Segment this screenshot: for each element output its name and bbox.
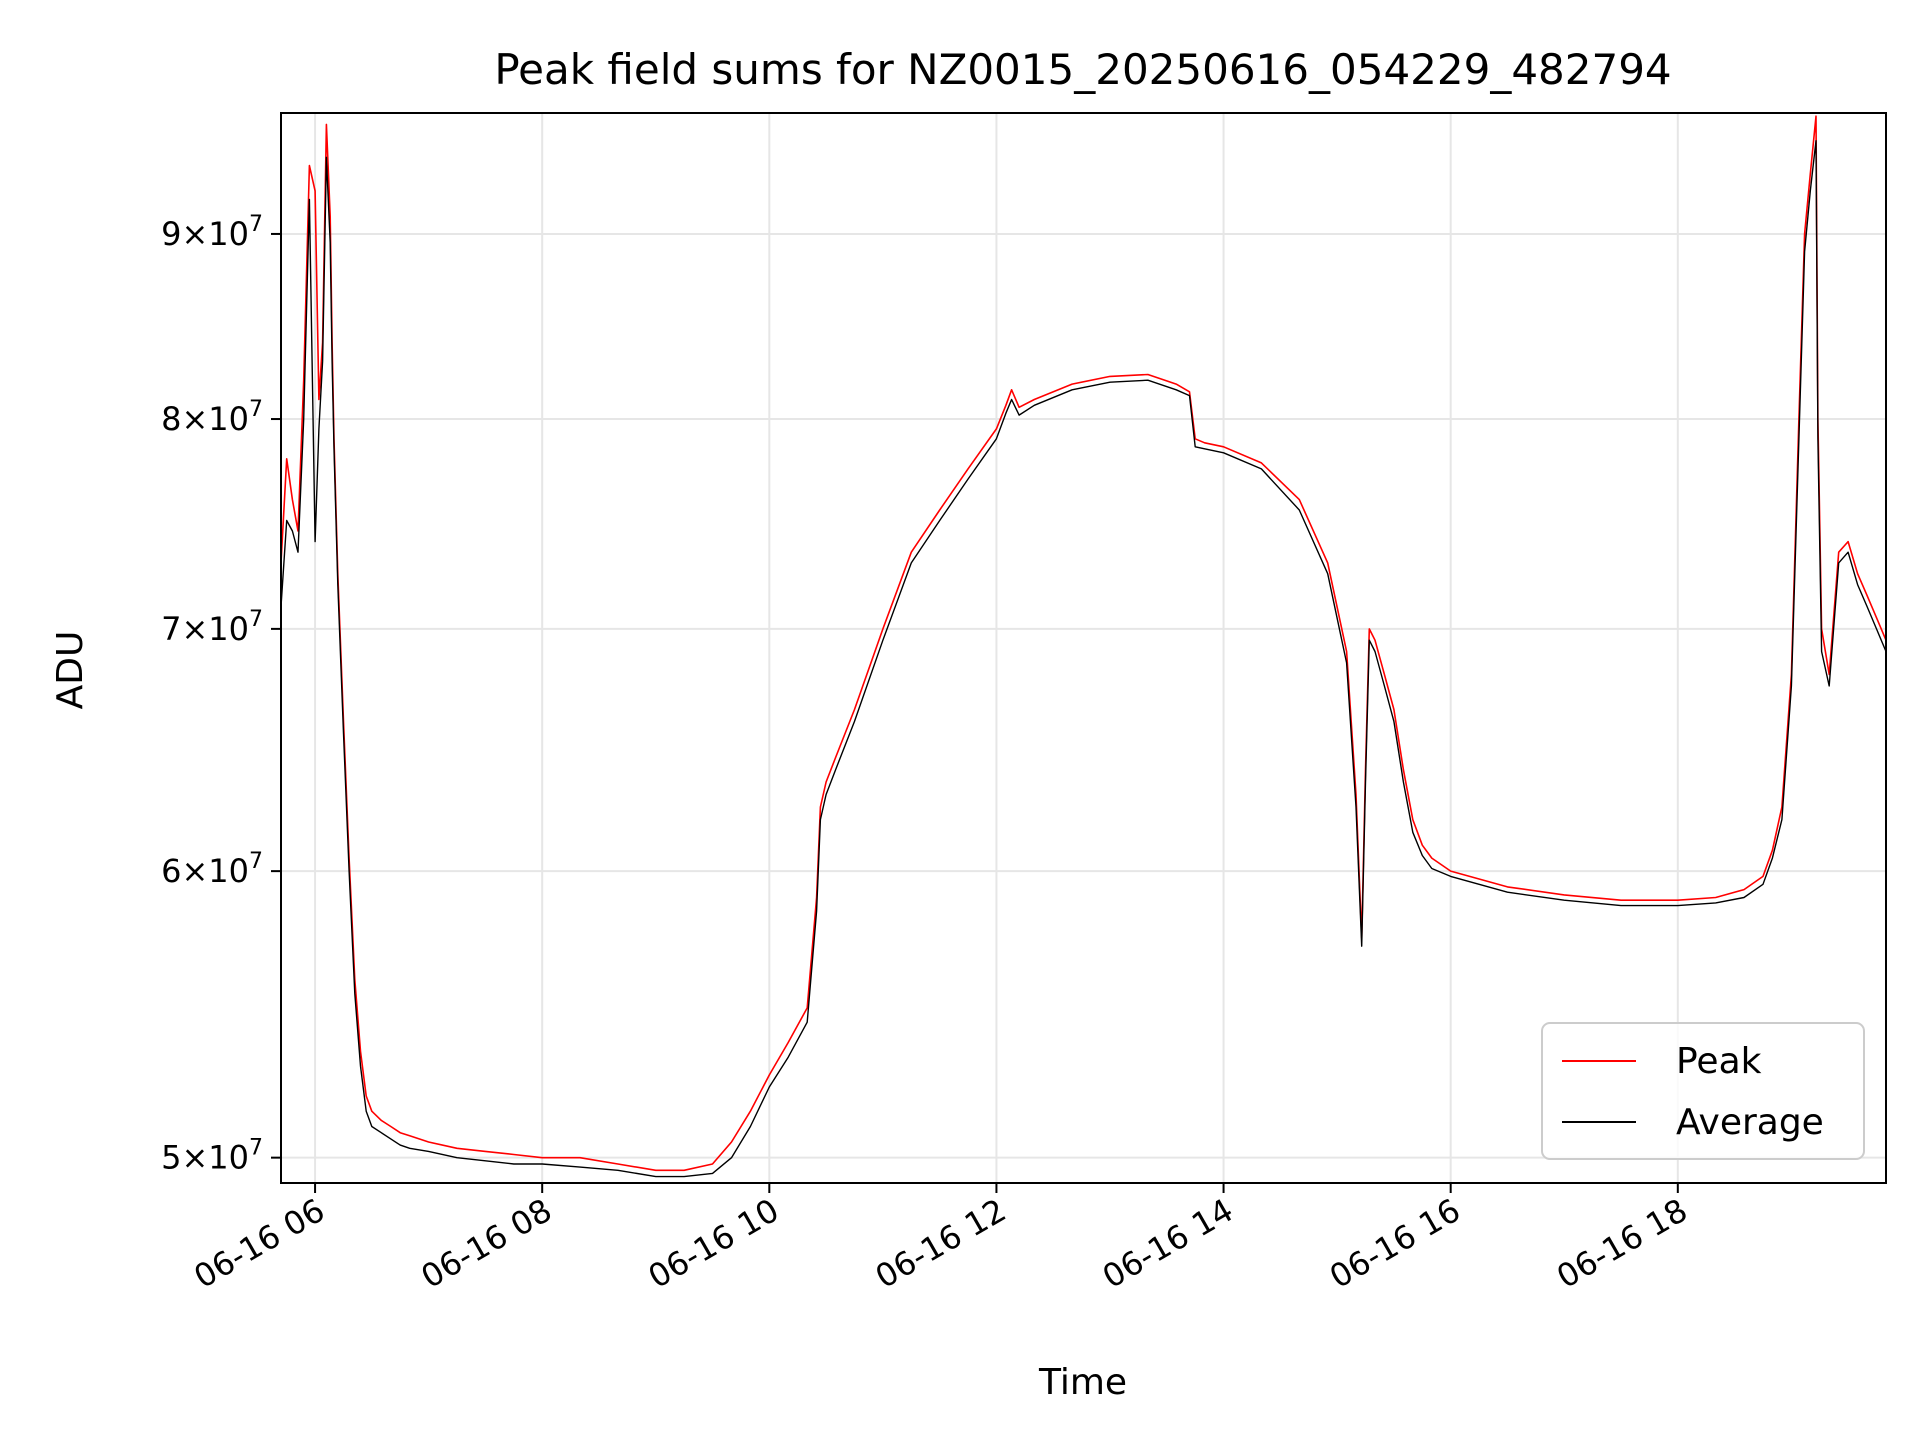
y-tick-mantissa: 9 <box>161 215 181 253</box>
x-tick-label: 06-16 18 <box>1550 1191 1694 1296</box>
y-tick-exponent: 7 <box>249 397 263 422</box>
y-tick-exponent: 7 <box>249 607 263 632</box>
y-tick-mantissa: 7 <box>161 610 181 648</box>
y-tick-times: ×10 <box>181 400 249 438</box>
x-tick-label: 06-16 12 <box>869 1191 1013 1296</box>
x-tick-label: 06-16 10 <box>642 1191 786 1296</box>
y-tick-times: ×10 <box>181 610 249 648</box>
legend: Peak Average <box>1541 1022 1865 1160</box>
x-axis-label: Time <box>1038 1362 1127 1403</box>
series-line-average <box>280 139 1887 1178</box>
y-tick-exponent: 7 <box>249 849 263 874</box>
y-tick-mantissa: 6 <box>161 852 181 890</box>
y-tick-times: ×10 <box>181 852 249 890</box>
series-layer <box>280 115 1887 1178</box>
grid-lines <box>281 113 1886 1183</box>
legend-label-average: Average <box>1676 1102 1824 1143</box>
y-tick-label: 7×107 <box>161 607 263 648</box>
y-tick-label: 9×107 <box>161 212 263 253</box>
x-tick-label: 06-16 08 <box>415 1191 559 1296</box>
x-tick-label: 06-16 14 <box>1096 1191 1240 1296</box>
y-tick-mantissa: 5 <box>161 1139 181 1177</box>
y-tick-exponent: 7 <box>249 212 263 237</box>
legend-box <box>1541 1022 1865 1160</box>
y-tick-label: 6×107 <box>161 849 263 890</box>
chart-title: Peak field sums for NZ0015_20250616_0542… <box>494 45 1671 94</box>
y-tick-times: ×10 <box>181 215 249 253</box>
series-line-peak <box>280 115 1887 1172</box>
y-tick-exponent: 7 <box>249 1136 263 1161</box>
plot-frame <box>280 112 1887 1184</box>
y-tick-label: 8×107 <box>161 397 263 438</box>
y-tick-mantissa: 8 <box>161 400 181 438</box>
legend-label-peak: Peak <box>1676 1041 1762 1082</box>
x-tick-label: 06-16 06 <box>187 1191 331 1296</box>
y-tick-label: 5×107 <box>161 1136 263 1177</box>
x-tick-label: 06-16 16 <box>1323 1191 1467 1296</box>
y-axis-label: ADU <box>50 631 91 710</box>
y-tick-times: ×10 <box>181 1139 249 1177</box>
x-axis: 06-16 06 06-16 08 06-16 10 06-16 12 06-16 14… <box>187 1183 1694 1296</box>
